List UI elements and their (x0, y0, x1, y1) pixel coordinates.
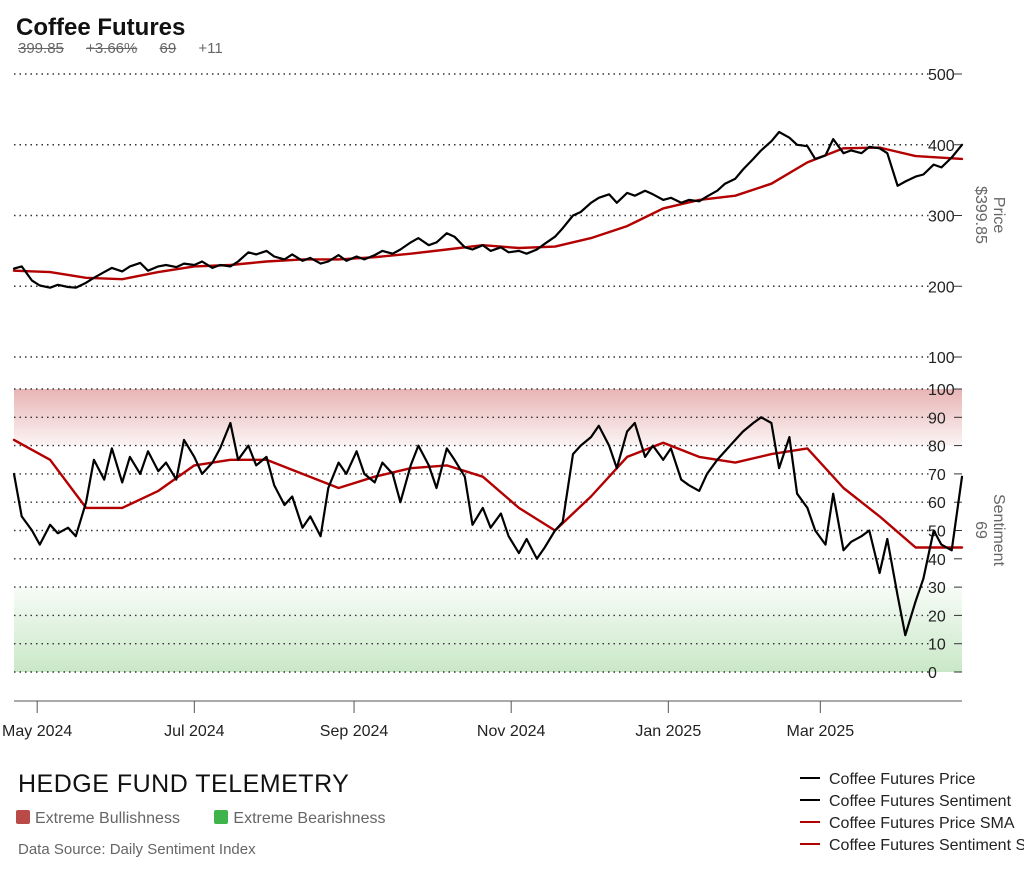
sentiment-sma-line (12, 438, 964, 549)
sentiment-tick-label: 100 (928, 382, 955, 399)
legend-line-price-sma (800, 821, 820, 823)
price-value: 399.85 (18, 40, 64, 57)
sentiment-tick-label: 40 (928, 552, 946, 569)
bearish-swatch (214, 810, 229, 824)
legend-line-sentiment-sma (800, 843, 820, 845)
x-axis-tick-label: Sep 2024 (320, 723, 389, 740)
sentiment-line (12, 416, 964, 637)
x-axis-tick-label: Jul 2024 (164, 723, 225, 740)
price-line (12, 130, 964, 289)
brand-title: HEDGE FUND TELEMETRY (18, 770, 350, 798)
chart-title: Coffee Futures (16, 14, 186, 41)
legend-label-price-sma: Coffee Futures Price SMA (829, 815, 1015, 832)
sentiment-tick-label: 30 (928, 580, 946, 597)
x-axis-tick-label: Jan 2025 (635, 723, 701, 740)
sentiment-tick-label: 60 (928, 495, 946, 512)
bearish-label: Extreme Bearishness (233, 810, 386, 827)
price-tick-label: 100 (928, 350, 955, 367)
legend-item-sentiment[interactable]: Coffee Futures Sentiment (800, 793, 1024, 815)
sentiment-tick-label: 90 (928, 410, 946, 427)
legend-item-sentiment-sma[interactable]: Coffee Futures Sentiment SMA (800, 837, 1024, 859)
bullish-label: Extreme Bullishness (35, 810, 180, 827)
bearish-zone (14, 587, 962, 672)
legend-item-price[interactable]: Coffee Futures Price (800, 771, 1024, 793)
sentiment-axis-label-title: Sentiment (990, 494, 1007, 567)
zone-legend-bullish: Extreme Bullishness (16, 810, 180, 828)
price-tick-label: 200 (928, 279, 955, 296)
bullish-swatch (16, 810, 30, 824)
legend-item-price-sma[interactable]: Coffee Futures Price SMA (800, 815, 1024, 837)
sentiment-tick-label: 80 (928, 439, 946, 456)
x-axis-tick-label: Nov 2024 (477, 723, 546, 740)
price-sma-line (12, 146, 964, 281)
price-tick-label: 400 (928, 138, 955, 155)
legend-line-price (800, 777, 820, 779)
chart-canvas: 1002003004005000102030405060708090100May… (2, 67, 1007, 740)
legend-label-sentiment: Coffee Futures Sentiment (829, 793, 1012, 810)
price-tick-label: 500 (928, 67, 955, 84)
sentiment-tick-label: 70 (928, 467, 946, 484)
price-axis-label-title: Price (990, 197, 1007, 234)
zone-legend-bearish: Extreme Bearishness (214, 810, 385, 828)
price-axis-label-value: $399.85 (972, 186, 989, 244)
price-axis-label: Price$399.85 (972, 186, 1007, 244)
x-axis-tick-label: May 2024 (2, 723, 72, 740)
summary-stats: 399.85 +3.66% 69 +11 (18, 40, 241, 57)
sentiment-tick-label: 20 (928, 608, 946, 625)
data-source: Data Source: Daily Sentiment Index (18, 841, 256, 858)
x-axis-tick-label: Mar 2025 (787, 723, 855, 740)
price-change: +3.66% (86, 40, 138, 57)
zone-legend: Extreme Bullishness Extreme Bearishness (16, 810, 415, 828)
legend-line-sentiment (800, 799, 820, 801)
sentiment-change: +11 (198, 40, 223, 57)
sentiment-axis-label-value: 69 (972, 521, 989, 539)
sentiment-tick-label: 10 (928, 637, 946, 654)
legend-label-sentiment-sma: Coffee Futures Sentiment SMA (829, 837, 1024, 854)
series-legend: Coffee Futures Price Coffee Futures Sent… (800, 771, 1024, 859)
sentiment-tick-label: 0 (928, 665, 937, 682)
price-tick-label: 300 (928, 209, 955, 226)
sentiment-value: 69 (159, 40, 177, 57)
legend-label-price: Coffee Futures Price (829, 771, 976, 788)
